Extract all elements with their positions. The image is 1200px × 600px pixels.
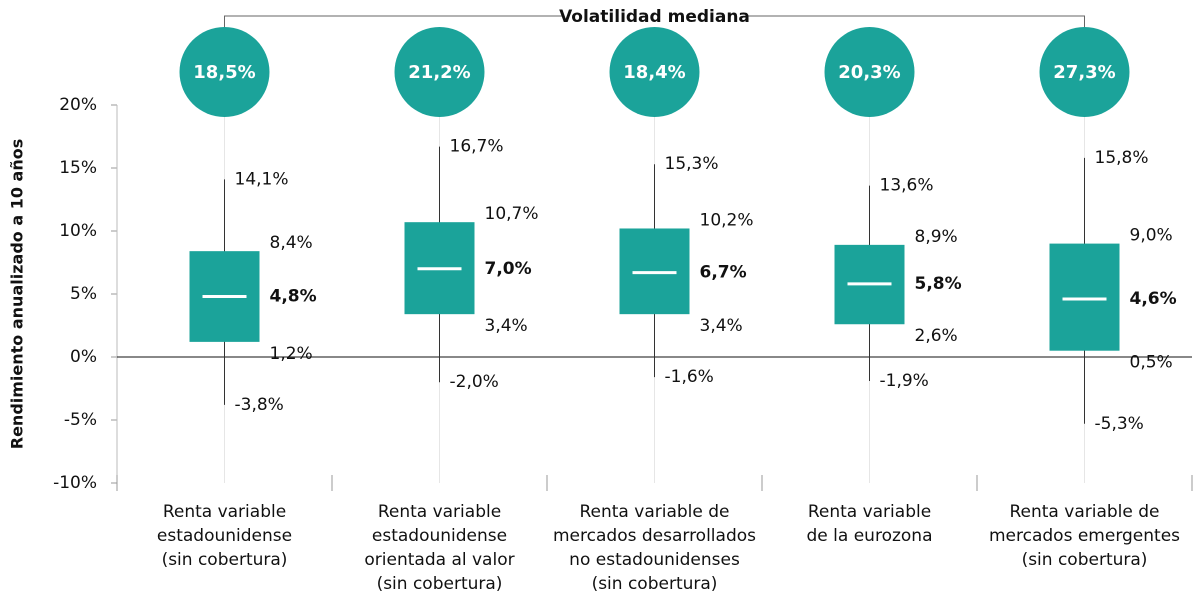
- value-label: 3,4%: [485, 316, 528, 336]
- volatility-circle: [609, 27, 700, 117]
- volatility-circle: [394, 27, 485, 117]
- y-tick-label: 20%: [59, 95, 97, 115]
- value-label: 10,7%: [485, 204, 539, 224]
- value-label: -1,9%: [880, 371, 929, 391]
- value-label: 15,8%: [1095, 148, 1149, 168]
- value-label: 3,4%: [700, 316, 743, 336]
- volatility-label: 27,3%: [1053, 62, 1115, 83]
- value-label: 13,6%: [880, 176, 934, 196]
- volatility-label: 20,3%: [838, 62, 900, 83]
- median-label: 5,8%: [915, 274, 962, 294]
- x-tick-label: (sin cobertura): [162, 550, 288, 570]
- value-label: 10,2%: [700, 210, 754, 230]
- value-label: -2,0%: [450, 372, 499, 392]
- x-tick-label: Renta variable: [378, 502, 501, 522]
- x-tick-label: estadounidense: [372, 526, 507, 546]
- y-tick-label: 10%: [59, 221, 97, 241]
- median-label: 4,6%: [1130, 289, 1177, 309]
- x-tick-label: de la eurozona: [807, 526, 933, 546]
- x-tick-label: Renta variable de: [579, 502, 729, 522]
- value-label: 14,1%: [235, 169, 289, 189]
- x-tick-label: Renta variable: [163, 502, 286, 522]
- value-label: 0,5%: [1130, 353, 1173, 373]
- value-label: -1,6%: [665, 367, 714, 387]
- value-label: -3,8%: [235, 395, 284, 415]
- value-label: 1,2%: [270, 344, 313, 364]
- value-label: 2,6%: [915, 326, 958, 346]
- volatility-label: 18,4%: [623, 62, 685, 83]
- value-label: -5,3%: [1095, 414, 1144, 434]
- volatility-circle: [824, 27, 915, 117]
- volatility-label: 21,2%: [408, 62, 470, 83]
- median-label: 6,7%: [700, 263, 747, 283]
- chart-title: Volatilidad mediana: [559, 7, 750, 27]
- value-label: 16,7%: [450, 137, 504, 157]
- value-label: 8,9%: [915, 227, 958, 247]
- x-tick-label: (sin cobertura): [377, 574, 503, 594]
- volatility-label: 18,5%: [193, 62, 255, 83]
- x-tick-label: no estadounidenses: [569, 550, 740, 570]
- value-label: 9,0%: [1130, 226, 1173, 246]
- x-tick-label: estadounidense: [157, 526, 292, 546]
- x-tick-label: orientada al valor: [364, 550, 514, 570]
- y-tick-label: -5%: [64, 410, 97, 430]
- volatility-circle: [179, 27, 270, 117]
- value-label: 15,3%: [665, 154, 719, 174]
- median-label: 4,8%: [270, 287, 317, 307]
- value-label: 8,4%: [270, 233, 313, 253]
- x-tick-label: (sin cobertura): [1022, 550, 1148, 570]
- volatility-circle: [1039, 27, 1130, 117]
- y-tick-label: 5%: [70, 284, 97, 304]
- y-tick-label: 0%: [70, 347, 97, 367]
- box: [1049, 243, 1120, 351]
- y-tick-label: 15%: [59, 158, 97, 178]
- median-label: 7,0%: [485, 259, 532, 279]
- y-axis-label: Rendimiento anualizado a 10 años: [8, 139, 27, 449]
- y-tick-label: -10%: [53, 473, 97, 493]
- x-tick-label: (sin cobertura): [592, 574, 718, 594]
- x-tick-label: Renta variable de: [1009, 502, 1159, 522]
- x-tick-label: Renta variable: [808, 502, 931, 522]
- x-tick-label: mercados desarrollados: [553, 526, 756, 546]
- title-bg: [562, 4, 747, 28]
- x-tick-label: mercados emergentes: [989, 526, 1180, 546]
